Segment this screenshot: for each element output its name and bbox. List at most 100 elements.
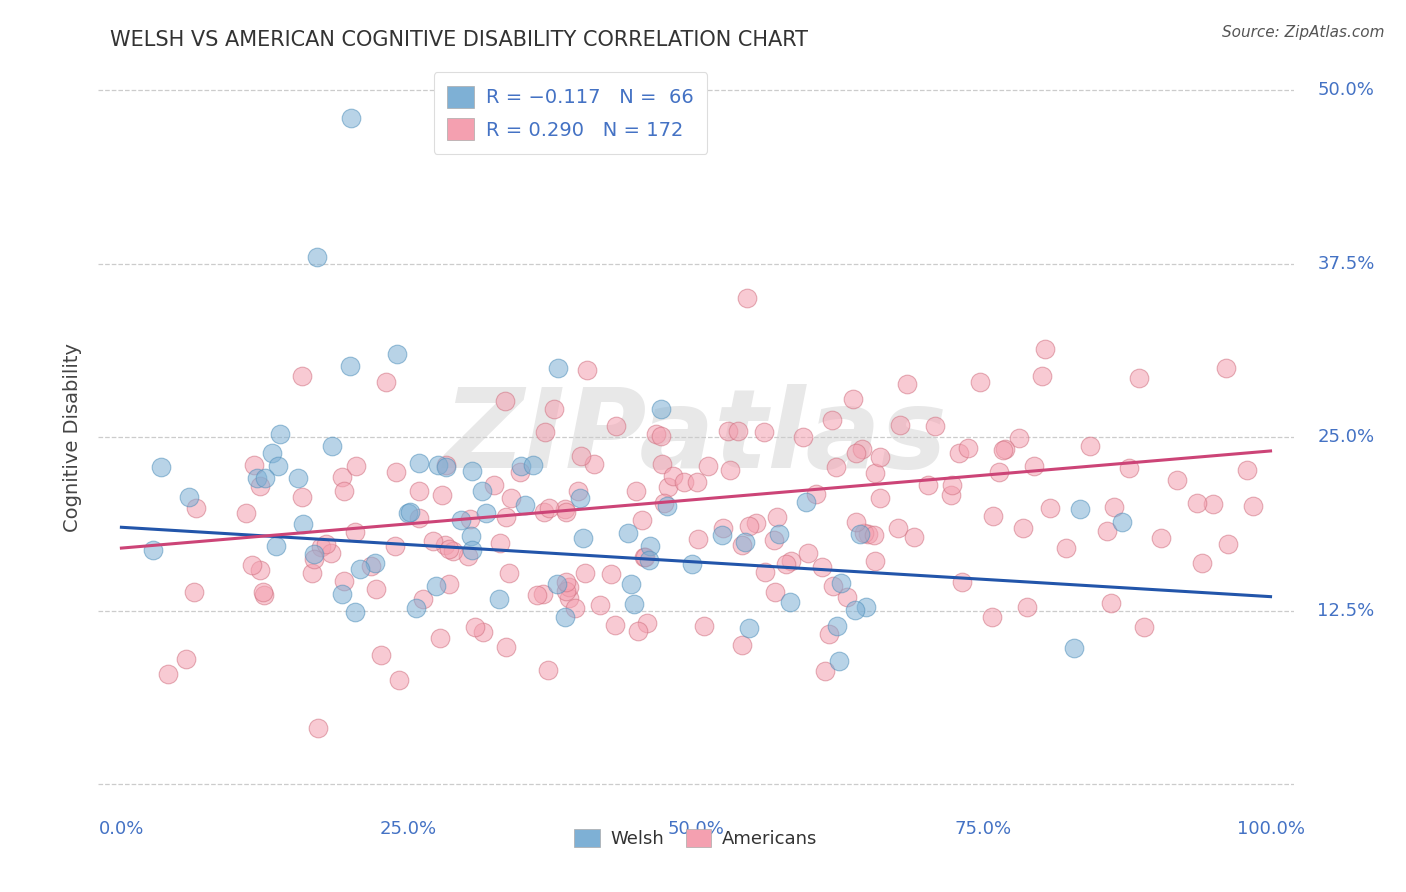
Point — [830, 576, 852, 591]
Point — [662, 469, 685, 483]
Point — [464, 620, 486, 634]
Point — [917, 478, 939, 492]
Point — [779, 595, 801, 609]
Point — [1012, 521, 1035, 535]
Point — [575, 363, 598, 377]
Point — [863, 554, 886, 568]
Point — [240, 558, 263, 572]
Point — [513, 498, 536, 512]
Point — [814, 665, 837, 679]
Point — [537, 501, 560, 516]
Point — [309, 540, 332, 554]
Point — [385, 465, 408, 479]
Point — [716, 425, 738, 439]
Point — [1054, 541, 1077, 556]
Point — [950, 574, 973, 589]
Point — [727, 425, 749, 439]
Point — [360, 558, 382, 573]
Point — [889, 417, 911, 432]
Point — [631, 513, 654, 527]
Point — [1166, 473, 1188, 487]
Point — [427, 458, 450, 472]
Point — [574, 566, 596, 580]
Point — [731, 538, 754, 552]
Point — [554, 609, 576, 624]
Point — [235, 506, 257, 520]
Point — [988, 465, 1011, 479]
Point — [567, 483, 589, 498]
Point — [267, 459, 290, 474]
Point — [569, 449, 592, 463]
Point — [1236, 463, 1258, 477]
Point — [262, 446, 284, 460]
Point — [408, 483, 430, 498]
Point — [650, 429, 672, 443]
Point — [537, 663, 560, 677]
Point — [569, 491, 592, 506]
Point — [249, 563, 271, 577]
Point — [939, 488, 962, 502]
Point — [766, 509, 789, 524]
Point — [291, 369, 314, 384]
Point — [543, 402, 565, 417]
Point — [711, 521, 734, 535]
Point — [623, 597, 645, 611]
Point — [305, 250, 328, 264]
Point — [636, 615, 658, 630]
Point — [718, 463, 741, 477]
Point — [655, 500, 678, 514]
Text: 50.0%: 50.0% — [1317, 81, 1374, 99]
Point — [547, 360, 569, 375]
Point — [589, 598, 612, 612]
Point — [980, 609, 1002, 624]
Point — [458, 512, 481, 526]
Point — [243, 458, 266, 473]
Point — [340, 111, 363, 125]
Point — [624, 484, 647, 499]
Point — [321, 546, 343, 560]
Point — [1185, 495, 1208, 509]
Point — [385, 347, 409, 361]
Point — [564, 601, 586, 615]
Point — [437, 577, 460, 591]
Point — [498, 566, 520, 580]
Point — [412, 592, 434, 607]
Point — [650, 402, 672, 417]
Point — [1063, 641, 1085, 656]
Point — [738, 621, 761, 635]
Point — [554, 575, 576, 590]
Point — [844, 603, 866, 617]
Point — [731, 639, 754, 653]
Text: 12.5%: 12.5% — [1317, 601, 1375, 620]
Point — [475, 506, 498, 520]
Point — [692, 618, 714, 632]
Point — [533, 505, 555, 519]
Point — [430, 488, 453, 502]
Point — [183, 585, 205, 599]
Point — [869, 450, 891, 464]
Point — [482, 477, 505, 491]
Point — [457, 549, 479, 564]
Point — [1095, 524, 1118, 538]
Point — [343, 524, 366, 539]
Point — [686, 475, 709, 489]
Point — [969, 375, 991, 389]
Point — [571, 531, 593, 545]
Point — [619, 576, 641, 591]
Point — [408, 511, 430, 525]
Point — [605, 419, 627, 434]
Point — [315, 537, 337, 551]
Point — [763, 584, 786, 599]
Point — [344, 458, 367, 473]
Point — [651, 457, 673, 471]
Point — [1216, 537, 1239, 551]
Point — [495, 510, 517, 524]
Point — [177, 490, 200, 504]
Point — [460, 528, 482, 542]
Point — [948, 446, 970, 460]
Point — [738, 518, 761, 533]
Point — [429, 631, 451, 645]
Text: ZIPatlas: ZIPatlas — [444, 384, 948, 491]
Point — [851, 442, 873, 456]
Point — [845, 515, 868, 529]
